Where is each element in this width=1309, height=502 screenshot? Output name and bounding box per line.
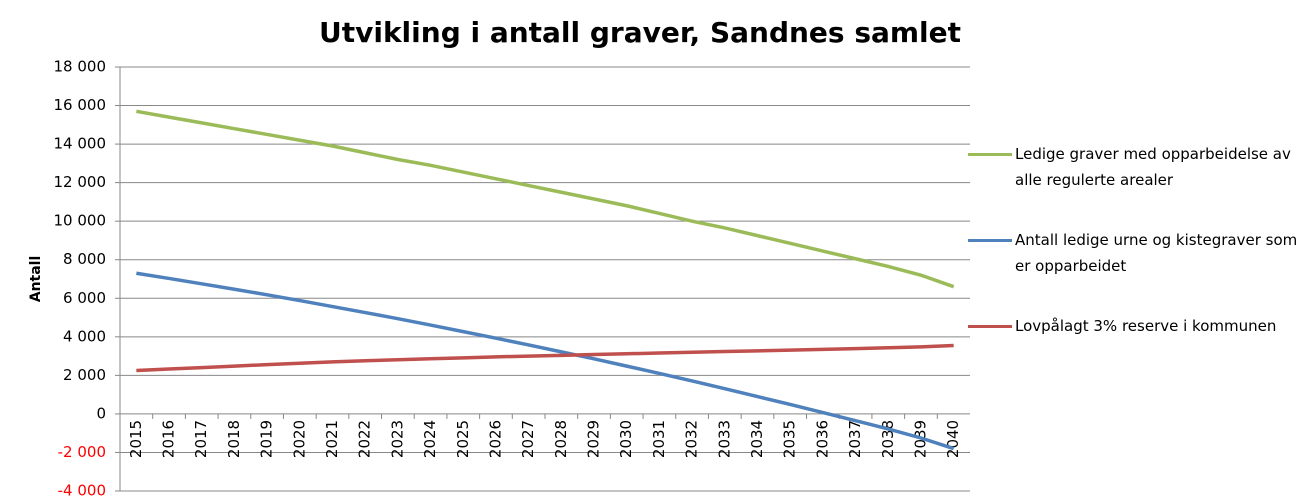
x-tick-label: 2023 <box>388 420 406 458</box>
y-tick-label: -2 000 <box>58 443 106 461</box>
y-tick-label: -4 000 <box>58 482 106 500</box>
legend-entry: Ledige graver med opparbeidelse av alle … <box>968 141 1298 193</box>
legend-swatch <box>968 153 1012 156</box>
x-tick-label: 2035 <box>781 420 799 458</box>
y-tick-label: 4 000 <box>63 327 106 345</box>
x-tick-label: 2031 <box>650 420 668 458</box>
x-tick-label: 2029 <box>585 420 603 458</box>
chart-title: Utvikling i antall graver, Sandnes samle… <box>319 16 961 49</box>
legend-label: Lovpålagt 3% reserve i kommunen <box>1015 317 1277 335</box>
x-tick-label: 2017 <box>192 420 210 458</box>
x-tick-label: 2037 <box>846 420 864 458</box>
y-tick-label: 12 000 <box>54 173 107 191</box>
x-tick-label: 2030 <box>617 420 635 458</box>
series-line <box>136 109 955 289</box>
y-tick-label: 14 000 <box>54 135 107 153</box>
x-tick-label: 2015 <box>127 420 145 458</box>
y-tick-label: 18 000 <box>54 58 107 76</box>
x-tick-label: 2019 <box>258 420 276 458</box>
legend-swatch <box>968 239 1012 242</box>
y-tick-label: 2 000 <box>63 366 106 384</box>
series-line <box>136 271 955 451</box>
x-tick-label: 2016 <box>160 420 178 458</box>
series-line <box>136 343 954 373</box>
x-tick-label: 2021 <box>323 420 341 458</box>
y-tick-label: 16 000 <box>54 96 107 114</box>
x-tick-label: 2022 <box>356 420 374 458</box>
legend-entry: Lovpålagt 3% reserve i kommunen <box>968 313 1298 339</box>
x-tick-label: 2025 <box>454 420 472 458</box>
legend-swatch <box>968 325 1012 328</box>
x-tick-label: 2032 <box>683 420 701 458</box>
x-tick-label: 2040 <box>944 420 962 458</box>
x-tick-label: 2027 <box>519 420 537 458</box>
x-tick-label: 2034 <box>748 420 766 458</box>
x-tick-label: 2018 <box>225 420 243 458</box>
x-tick-label: 2028 <box>552 420 570 458</box>
x-tick-label: 2033 <box>715 420 733 458</box>
x-tick-label: 2020 <box>290 420 308 458</box>
legend-entry: Antall ledige urne og kistegraver som er… <box>968 227 1298 279</box>
x-tick-label: 2024 <box>421 420 439 458</box>
y-tick-label: 0 <box>96 404 106 422</box>
y-tick-label: 6 000 <box>63 289 106 307</box>
x-tick-label: 2036 <box>813 420 831 458</box>
y-tick-label: 8 000 <box>63 250 106 268</box>
x-tick-label: 2026 <box>486 420 504 458</box>
legend-label: Ledige graver med opparbeidelse av alle … <box>1015 145 1291 189</box>
legend-label: Antall ledige urne og kistegraver som er… <box>1015 231 1298 275</box>
y-axis-label: Antall <box>28 256 44 303</box>
y-tick-label: 10 000 <box>54 212 107 230</box>
